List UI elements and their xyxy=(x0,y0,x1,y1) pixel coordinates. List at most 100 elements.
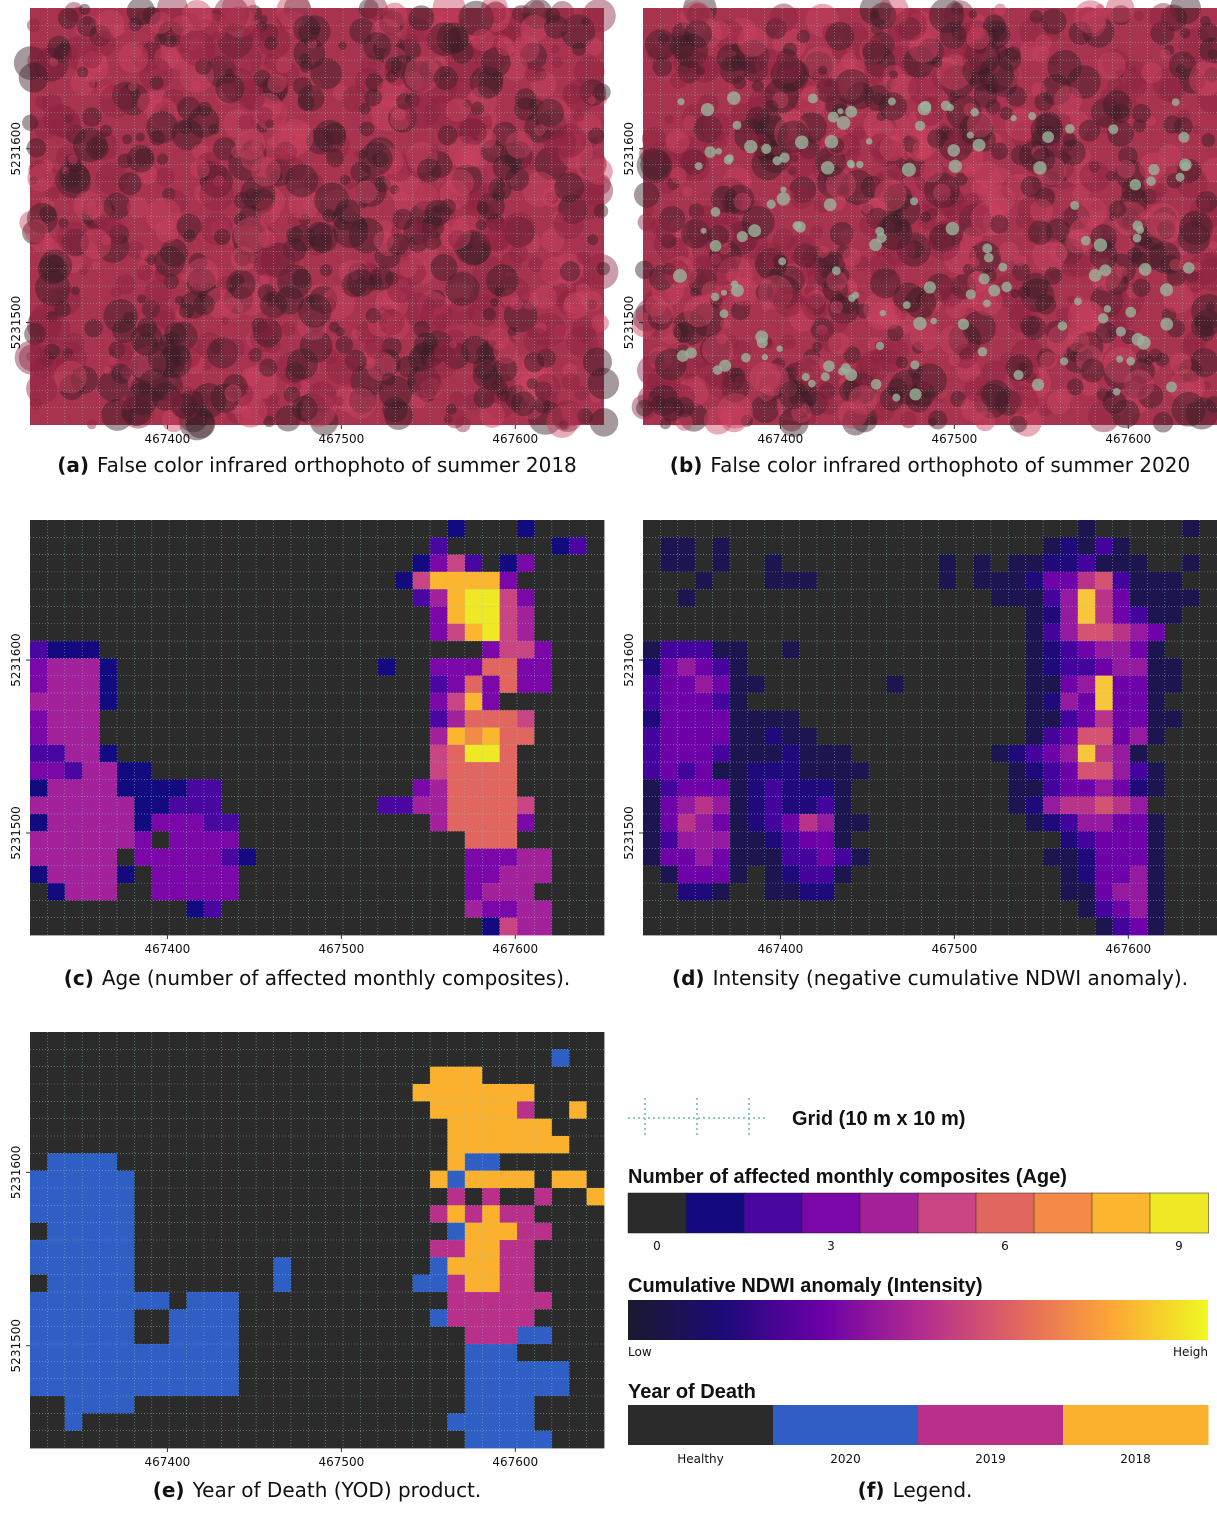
map-cell xyxy=(1060,555,1078,573)
map-cell xyxy=(517,831,535,849)
dead-tree xyxy=(1081,236,1091,246)
map-cell xyxy=(482,1361,500,1379)
photo-texture xyxy=(71,286,80,295)
map-cell xyxy=(1043,728,1061,746)
map-cell xyxy=(100,779,118,797)
dead-tree xyxy=(1060,357,1068,365)
map-cell xyxy=(117,1379,135,1397)
map-cell xyxy=(291,537,309,555)
map-cell xyxy=(956,676,974,694)
map-cell xyxy=(291,1431,309,1449)
map-cell xyxy=(921,831,939,849)
map-cell xyxy=(730,883,748,901)
map-cell xyxy=(869,814,887,832)
map-cell xyxy=(991,676,1009,694)
map-cell xyxy=(1113,589,1131,607)
map-cell xyxy=(1060,520,1078,538)
dead-tree xyxy=(1070,201,1079,210)
map-cell xyxy=(552,1032,570,1050)
map-cell xyxy=(169,918,187,936)
map-cell xyxy=(117,693,135,711)
map-cell xyxy=(817,745,835,763)
map-cell xyxy=(643,589,661,607)
map-cell xyxy=(552,1275,570,1293)
dead-tree xyxy=(979,273,990,284)
map-cell xyxy=(256,1171,274,1189)
photo-texture xyxy=(1153,412,1173,432)
photo-texture xyxy=(145,279,172,306)
map-cell xyxy=(887,658,905,676)
map-cell xyxy=(643,849,661,867)
map-cell xyxy=(430,641,448,659)
map-cell xyxy=(713,589,731,607)
map-cell xyxy=(308,1240,326,1258)
map-cell xyxy=(765,883,783,901)
map-cell xyxy=(274,658,292,676)
map-cell xyxy=(187,779,205,797)
map-cell xyxy=(430,1292,448,1310)
map-cell xyxy=(534,1396,552,1414)
photo-texture xyxy=(1006,87,1026,107)
dead-tree xyxy=(1132,221,1142,231)
map-cell xyxy=(343,1119,361,1137)
map-cell xyxy=(552,1171,570,1189)
map-cell xyxy=(430,606,448,624)
map-cell xyxy=(274,849,292,867)
map-cell xyxy=(169,1205,187,1223)
map-cell xyxy=(730,572,748,590)
map-cell xyxy=(569,1275,587,1293)
map-cell xyxy=(991,728,1009,746)
map-cell xyxy=(117,1188,135,1206)
map-cell xyxy=(465,641,483,659)
map-cell xyxy=(765,866,783,884)
photo-texture xyxy=(496,37,515,56)
photo-texture xyxy=(302,199,312,209)
map-cell xyxy=(239,1171,257,1189)
map-cell xyxy=(817,624,835,642)
map-cell xyxy=(413,1101,431,1119)
map-cell xyxy=(274,1240,292,1258)
map-cell xyxy=(308,900,326,918)
map-cell xyxy=(395,1032,413,1050)
map-cell xyxy=(643,745,661,763)
map-cell xyxy=(447,1327,465,1345)
map-cell xyxy=(569,658,587,676)
map-cell xyxy=(430,676,448,694)
map-cell xyxy=(134,883,152,901)
map-cell xyxy=(430,831,448,849)
map-cell xyxy=(326,1344,344,1362)
map-cell xyxy=(834,555,852,573)
map-cell xyxy=(326,1205,344,1223)
map-cell xyxy=(1026,641,1044,659)
map-cell xyxy=(956,693,974,711)
map-cell xyxy=(569,676,587,694)
map-cell xyxy=(100,1327,118,1345)
map-cell xyxy=(695,762,713,780)
map-cell xyxy=(413,641,431,659)
map-cell xyxy=(82,1032,100,1050)
dead-tree xyxy=(1160,318,1173,331)
map-cell xyxy=(1026,537,1044,555)
map-cell xyxy=(274,1171,292,1189)
map-cell xyxy=(973,710,991,728)
map-cell xyxy=(134,831,152,849)
map-cell xyxy=(204,1032,222,1050)
map-cell xyxy=(65,814,83,832)
map-cell xyxy=(256,1309,274,1327)
map-cell xyxy=(817,589,835,607)
map-cell xyxy=(587,624,605,642)
map-cell xyxy=(1078,883,1096,901)
map-cell xyxy=(378,1257,396,1275)
photo-texture xyxy=(154,33,166,45)
map-cell xyxy=(695,710,713,728)
photo-texture xyxy=(84,319,102,337)
map-cell xyxy=(187,1119,205,1137)
map-cell xyxy=(800,883,818,901)
map-cell xyxy=(187,1361,205,1379)
dead-tree xyxy=(1148,164,1159,175)
map-cell xyxy=(308,1327,326,1345)
map-cell xyxy=(343,797,361,815)
map-cell xyxy=(1078,918,1096,936)
map-cell xyxy=(887,676,905,694)
map-cell xyxy=(343,831,361,849)
